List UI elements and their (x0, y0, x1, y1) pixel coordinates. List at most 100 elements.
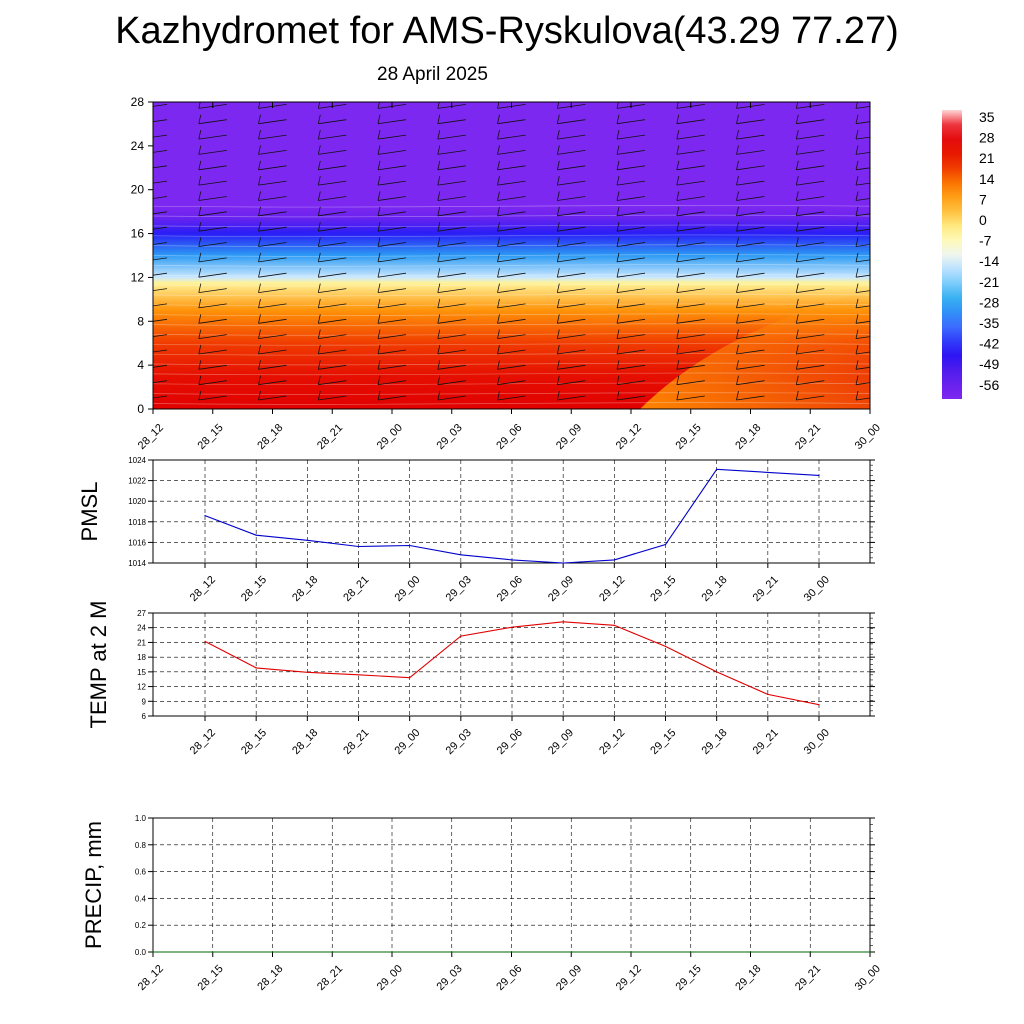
panel-xtick-label: 28_12 (188, 727, 218, 757)
wind-barb-shaft (557, 334, 586, 339)
wind-barb-shaft (377, 349, 407, 355)
wind-barb-shaft (377, 303, 407, 309)
wind-barb-shaft (198, 150, 227, 155)
wind-barb-shaft (377, 334, 407, 339)
wind-barb-flag (198, 191, 202, 201)
contour-line (153, 204, 870, 208)
wind-barb-flag (258, 252, 261, 262)
wind-barb-shaft (377, 150, 407, 155)
chart-subtitle: 28 April 2025 (377, 64, 488, 85)
data-point (630, 951, 632, 953)
data-point (511, 559, 513, 561)
wind-barb-shaft (557, 395, 586, 401)
panel-xtick-label: 29_21 (793, 963, 823, 993)
wind-barb-shaft (557, 211, 586, 217)
wind-barb-shaft (198, 303, 227, 309)
colorbar-label: 14 (979, 171, 995, 187)
data-point (331, 951, 333, 953)
wind-barb-shaft (497, 211, 526, 217)
temperature-profile-panel: 0 4 8 12 16 20 24 28 28_12 28_15 28_18 28_21 29_00 29… (131, 95, 883, 452)
wind-barb-flag (795, 298, 799, 308)
wind-barb-shaft (153, 242, 168, 245)
wind-barb-flag (676, 237, 680, 247)
wind-barb-flag (258, 191, 261, 201)
panel-xtick-label: 29_06 (495, 574, 525, 604)
wind-barb-flag (437, 206, 441, 216)
wind-barbs (139, 102, 870, 401)
contour-line (153, 323, 870, 326)
wind-barb-shaft (153, 303, 168, 307)
wind-barb-flag (616, 145, 620, 155)
data-point (271, 951, 274, 953)
wind-barb-flag (736, 176, 739, 186)
colorbar-label: -49 (979, 356, 999, 372)
panel-ylabel: PMSL (77, 482, 102, 542)
wind-barb-flag (795, 191, 799, 201)
wind-barb-flag (139, 376, 141, 385)
wind-barb-shaft (676, 303, 705, 309)
wind-barb-shaft (557, 349, 586, 355)
wind-barb-shaft (736, 119, 765, 125)
wind-barb-flag (795, 176, 799, 186)
wind-barb-flag (317, 375, 321, 385)
wind-barb-flag (556, 252, 560, 262)
wind-barb-shaft (676, 349, 705, 355)
wind-barb-flag (556, 114, 560, 124)
wind-barb-flag (556, 329, 560, 339)
panel-xtick-label: 29_03 (444, 574, 474, 604)
wind-barb-shaft (557, 288, 586, 293)
wind-barb-flag (258, 102, 261, 109)
wind-barb-shaft (855, 182, 870, 186)
wind-barb-shaft (497, 303, 526, 309)
heatmap-xtick-label: 29_06 (494, 422, 524, 452)
wind-barb-flag (317, 222, 321, 232)
wind-barb-shaft (736, 334, 765, 339)
wind-barb-shaft (258, 288, 287, 293)
wind-barb-flag (736, 191, 739, 201)
contour-line (153, 214, 870, 218)
wind-barb-shaft (258, 395, 287, 401)
wind-barb-shaft (198, 226, 227, 232)
panel-ytick-label: 0.6 (135, 868, 147, 877)
wind-barb-flag (139, 330, 141, 339)
wind-barb-flag (437, 360, 441, 370)
wind-barb-shaft (318, 318, 347, 324)
data-point (357, 674, 360, 676)
heatmap-ytick-label: 20 (131, 183, 145, 197)
wind-barb-shaft (557, 303, 586, 309)
wind-barb-shaft (318, 211, 347, 217)
wind-barb-flag (377, 130, 381, 140)
panel-xtick-label: 28_18 (290, 727, 320, 757)
wind-barb-flag (556, 160, 560, 170)
wind-barb-flag (437, 191, 441, 201)
wind-barb-flag (258, 329, 261, 339)
wind-barb-shaft (796, 380, 825, 386)
wind-barb-shaft (796, 334, 825, 339)
wind-barb-flag (676, 102, 679, 109)
wind-barb-shaft (258, 257, 287, 263)
wind-barb-flag (736, 130, 739, 140)
wind-barb-flag (855, 130, 859, 140)
wind-barb-flag (139, 115, 141, 124)
wind-barb-shaft (616, 395, 646, 401)
wind-barb-shaft (676, 119, 705, 125)
wind-barb-shaft (153, 380, 168, 384)
wind-barb-flag (497, 191, 500, 201)
wind-barb-shaft (616, 334, 646, 339)
data-point (306, 671, 308, 673)
wind-barb-shaft (855, 228, 870, 232)
wind-barb-shaft (676, 288, 705, 293)
wind-barb-flag (258, 160, 261, 170)
contour-line (153, 234, 870, 238)
wind-barb-shaft (676, 334, 705, 339)
wind-barb-flag (437, 390, 441, 401)
wind-barb-shaft (616, 272, 646, 278)
wind-barb-shaft (437, 364, 466, 370)
wind-barb-shaft (198, 288, 227, 293)
wind-barb-flag (676, 298, 680, 308)
wind-barb-flag (377, 237, 381, 247)
wind-barb-flag (258, 298, 261, 308)
panel-xtick-label: 29_03 (435, 963, 465, 993)
contour-line (153, 273, 870, 277)
wind-barb-shaft (497, 180, 526, 186)
